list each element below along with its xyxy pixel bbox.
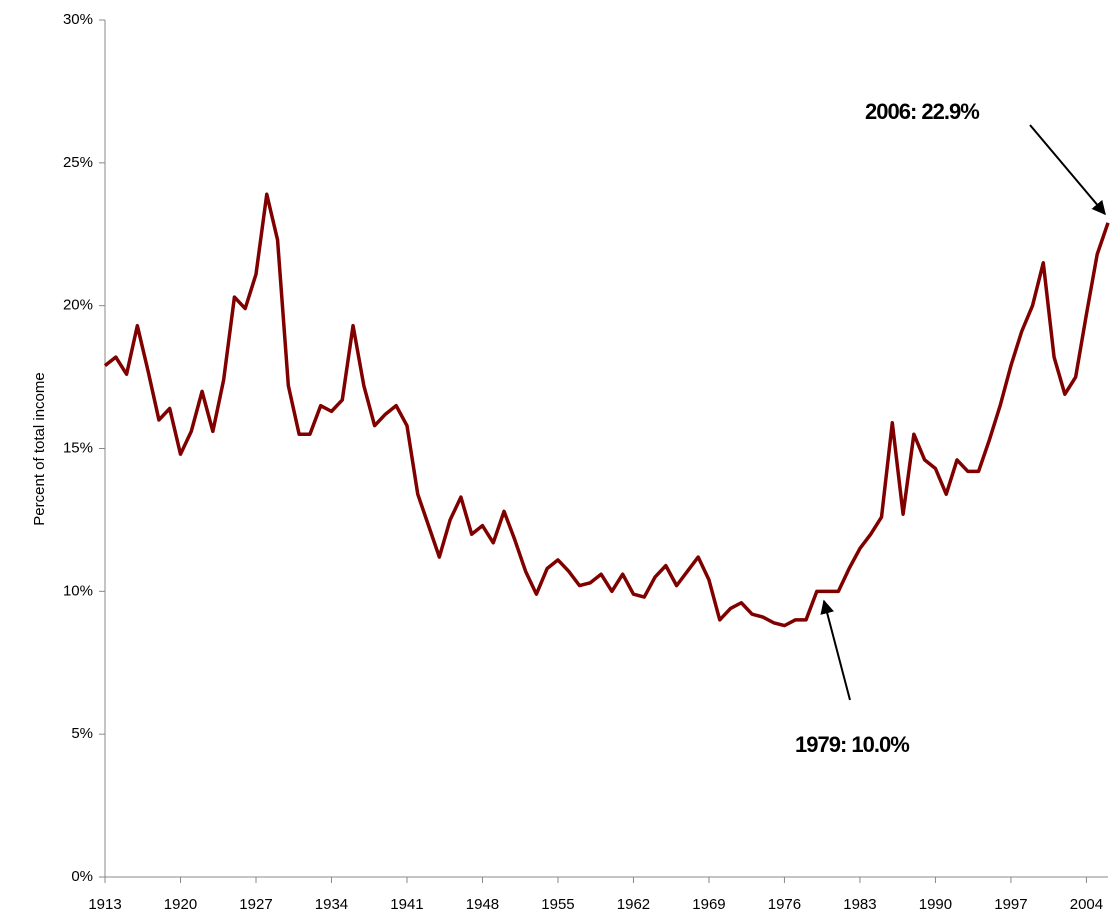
x-tick-label: 1948: [466, 896, 499, 913]
y-tick-label: 20%: [63, 297, 93, 314]
y-tick-label: 0%: [71, 868, 93, 885]
y-tick-label: 25%: [63, 154, 93, 171]
annotation: 2006: 22.9%: [865, 99, 979, 124]
y-tick-label: 10%: [63, 582, 93, 599]
x-tick-label: 1997: [994, 896, 1027, 913]
x-tick-label: 1955: [541, 896, 574, 913]
y-tick-label: 5%: [71, 725, 93, 742]
x-tick-label: 1934: [315, 896, 348, 913]
y-tick-label: 30%: [63, 11, 93, 28]
x-tick-label: 1962: [617, 896, 650, 913]
x-tick-label: 1976: [768, 896, 801, 913]
x-tick-label: 1920: [164, 896, 197, 913]
x-tick-label: 1969: [692, 896, 725, 913]
x-tick-label: 2004: [1070, 896, 1103, 913]
annotation: 1979: 10.0%: [795, 732, 909, 757]
annotation-arrow: [820, 599, 851, 701]
x-tick-label: 1913: [88, 896, 121, 913]
x-tick-label: 1941: [390, 896, 423, 913]
x-tick-label: 1983: [843, 896, 876, 913]
y-axis-label: Percent of total income: [31, 372, 48, 525]
series-line: [103, 192, 1110, 628]
x-tick-label: 1927: [239, 896, 272, 913]
x-tick-label: 1990: [919, 896, 952, 913]
y-tick-label: 15%: [63, 439, 93, 456]
annotation-arrow: [1029, 124, 1106, 216]
